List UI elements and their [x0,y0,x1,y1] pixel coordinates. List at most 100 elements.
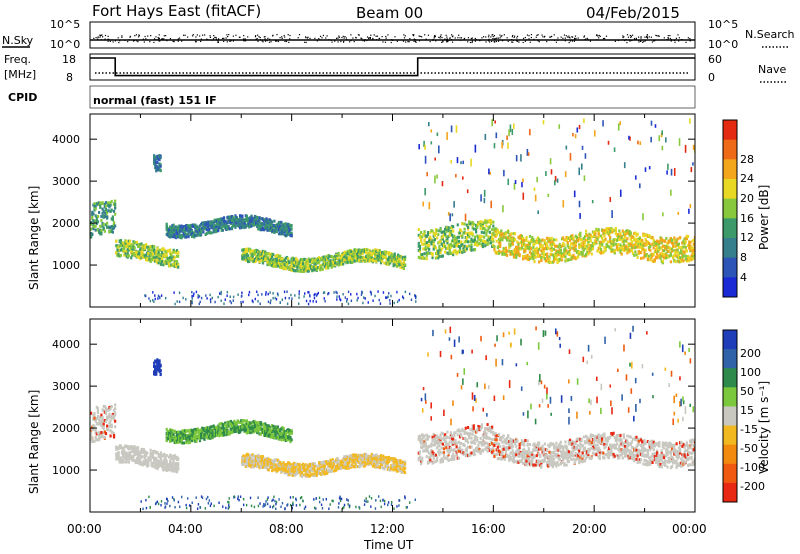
data-cell [515,155,518,162]
data-cell [312,266,315,270]
data-cell [638,250,642,254]
data-cell [462,160,465,165]
data-cell [300,258,304,262]
data-cell [198,228,202,232]
data-cell [158,462,161,466]
data-cell [96,407,100,411]
data-cell [199,300,201,304]
data-cell [544,246,548,250]
data-cell [606,230,609,234]
data-cell [510,250,513,254]
data-cell [232,219,235,223]
data-cell [103,229,106,233]
data-cell [170,429,173,433]
data-cell [567,236,571,240]
data-cell [265,223,268,227]
data-cell [171,227,174,231]
data-cell [138,244,141,248]
data-cell [625,248,628,252]
data-cell [573,240,576,244]
noise-point [648,36,650,38]
noise-point [101,34,103,36]
noise-point [644,36,646,38]
data-cell [138,242,141,246]
data-cell [110,208,113,212]
data-cell [652,259,655,263]
data-cell [677,245,681,249]
data-cell [142,451,145,455]
data-cell [266,256,269,260]
data-cell [252,259,255,263]
data-cell [240,219,243,223]
data-cell [520,234,524,238]
data-cell [217,218,220,222]
data-cell [156,256,159,260]
data-cell [452,229,455,233]
noise-point [99,34,101,36]
data-cell [618,229,621,233]
data-cell [664,254,667,258]
data-cell [251,259,254,263]
data-cell [174,463,177,467]
data-cell [659,256,662,260]
data-cell [602,229,605,233]
data-cell [574,248,577,252]
data-cell [631,251,635,255]
data-cell [370,291,372,295]
data-cell [301,266,305,270]
data-cell [149,251,152,255]
data-cell [92,212,95,216]
date-label: 04/Feb/2015 [586,4,680,22]
data-cell [629,136,631,141]
data-cell [447,244,450,248]
data-cell [512,250,516,254]
data-cell [683,237,686,241]
data-cell [689,118,691,124]
data-cell [636,232,639,236]
data-cell [255,221,258,225]
data-cell [481,241,485,245]
data-cell [206,222,210,226]
data-cell [272,229,275,233]
data-cell [488,225,491,229]
data-cell [465,239,469,243]
data-cell [90,235,93,239]
data-cell [167,455,171,459]
data-cell [163,452,166,456]
data-cell [190,223,194,227]
noise-point [390,41,392,44]
data-cell [187,429,190,433]
noise-point [285,40,288,43]
data-cell [669,247,672,251]
data-cell [243,254,246,258]
data-cell [337,261,340,265]
data-cell [484,244,487,248]
data-cell [161,256,164,260]
data-cell [198,302,200,306]
data-cell [489,221,493,225]
data-cell [495,132,498,139]
data-cell [642,244,645,248]
data-cell [267,221,270,225]
data-cell [575,235,579,239]
data-cell [241,248,244,252]
data-cell [217,229,220,233]
noise-point [551,35,553,38]
data-cell [462,247,465,251]
noise-point [322,34,324,37]
data-cell [220,226,223,230]
data-cell [244,225,247,229]
data-cell [466,233,470,237]
data-cell [472,222,475,226]
data-cell [390,251,393,255]
data-cell [525,235,528,239]
data-cell [589,247,592,251]
data-cell [283,266,286,270]
data-cell [107,415,110,419]
noise-point [602,37,605,40]
data-cell [676,248,679,252]
data-cell [148,258,151,262]
data-cell [554,244,557,248]
data-cell [502,232,505,236]
data-cell [157,261,160,265]
